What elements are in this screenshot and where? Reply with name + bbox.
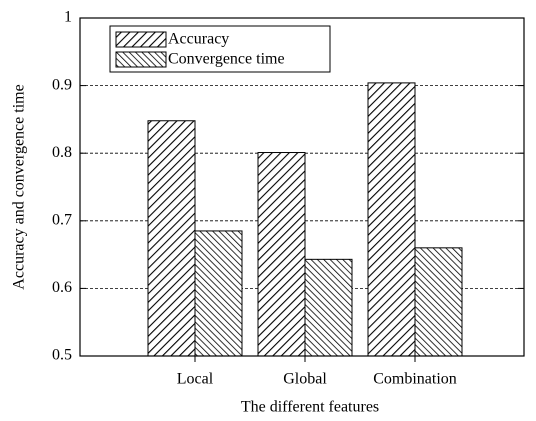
y-tick-label: 0.8: [52, 144, 72, 161]
x-tick-label: Combination: [373, 371, 457, 388]
bar: [147, 120, 196, 357]
legend-swatch: [115, 51, 167, 68]
bar: [367, 82, 416, 357]
legend-label: Convergence time: [168, 51, 285, 68]
x-axis-label: The different features: [241, 399, 379, 416]
legend-label: Accuracy: [168, 31, 229, 48]
y-tick-label: 0.5: [52, 347, 72, 364]
x-tick-label: Local: [177, 371, 214, 388]
bar: [194, 230, 243, 357]
legend-swatch: [115, 31, 167, 48]
x-tick-label: Global: [283, 371, 327, 388]
y-tick-label: 0.7: [52, 211, 72, 228]
bar: [257, 152, 306, 357]
bar: [304, 258, 353, 357]
y-axis-label: Accuracy and convergence time: [11, 84, 28, 289]
y-tick-label: 0.9: [52, 76, 72, 93]
y-tick-label: 0.6: [52, 279, 72, 296]
y-tick-label: 1: [64, 9, 72, 26]
plot-frame: [79, 17, 525, 357]
bar: [414, 247, 463, 357]
